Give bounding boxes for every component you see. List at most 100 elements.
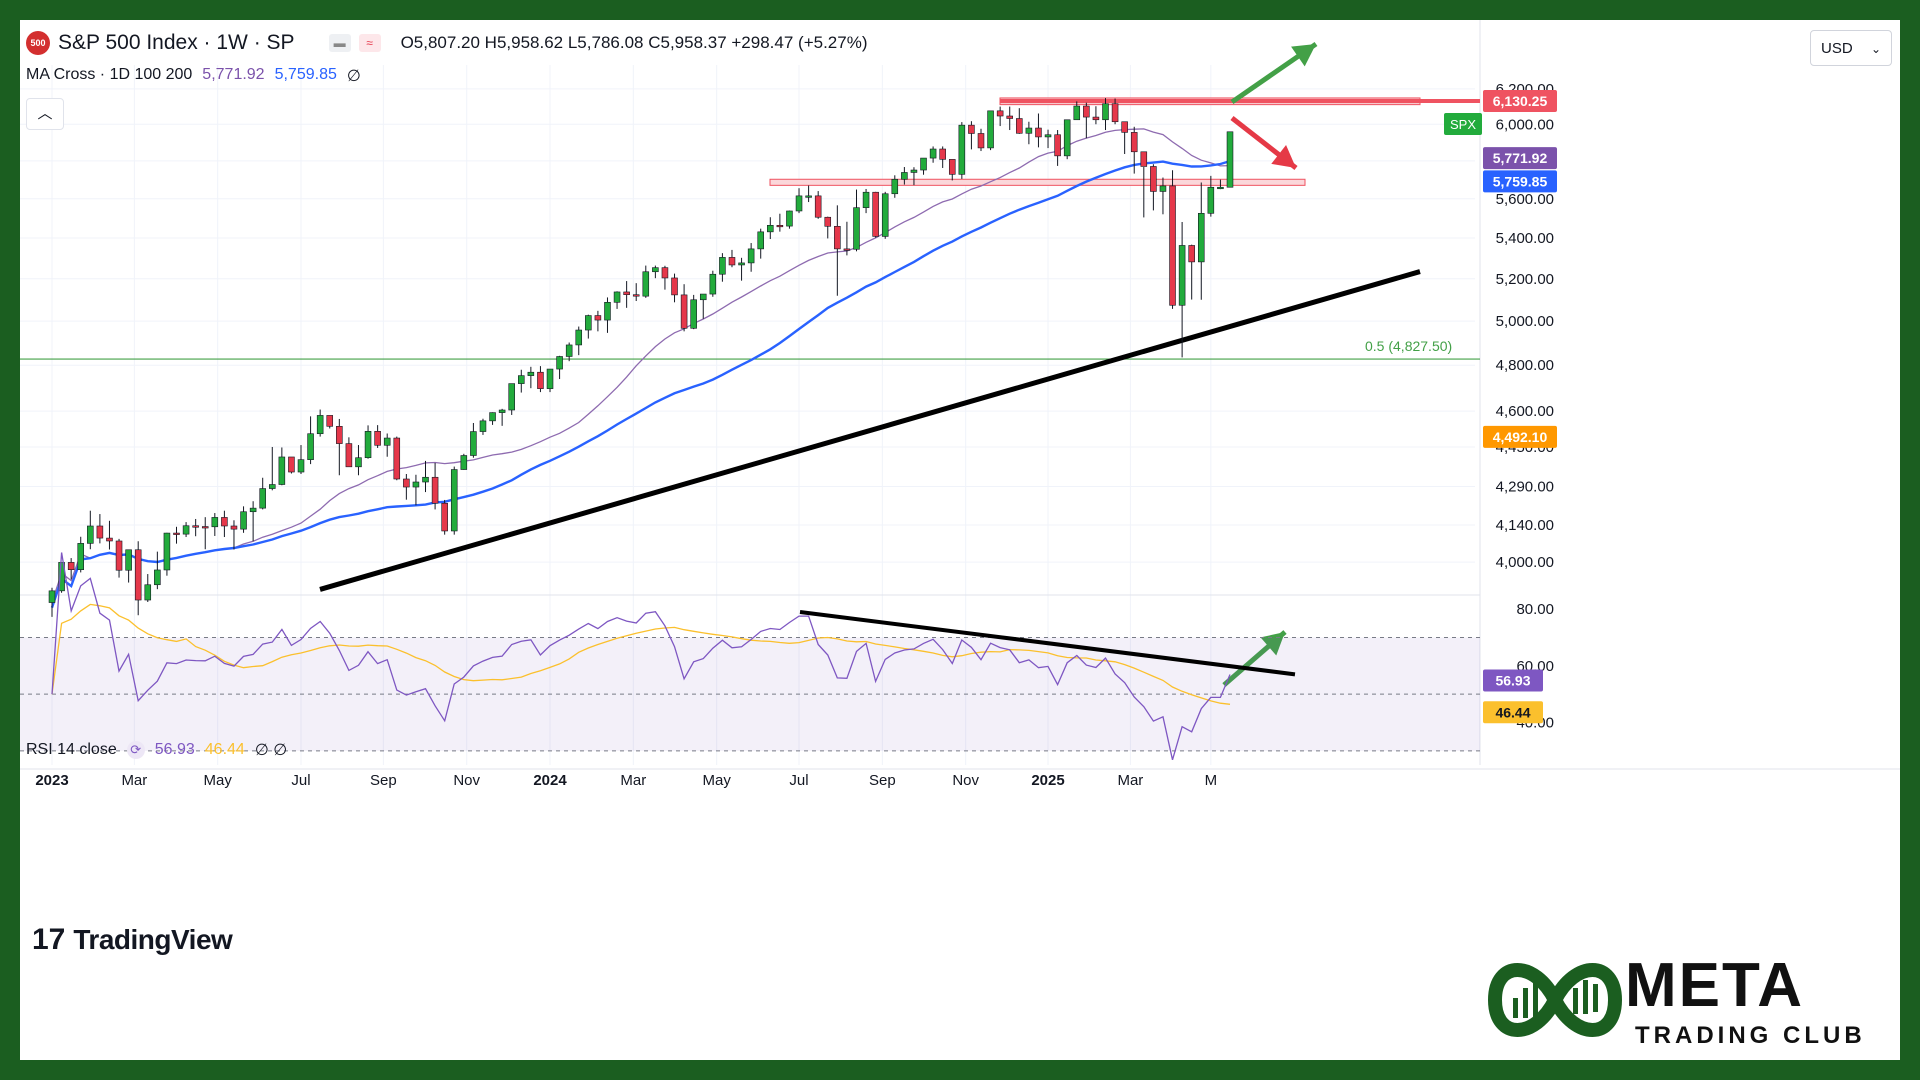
- candle: [814, 191, 822, 219]
- candle-body: [307, 433, 314, 460]
- candle-body: [154, 569, 161, 586]
- candle-body: [719, 257, 726, 275]
- bullish-arrow-head: [1291, 44, 1316, 67]
- price-chart[interactable]: 0.5 (4,827.50)6,200.006,000.005,800.005,…: [20, 20, 1900, 1060]
- candle: [211, 513, 219, 536]
- time-tick-label: 2025: [1031, 772, 1064, 789]
- time-tick-label: 2023: [35, 772, 68, 789]
- candle-body: [948, 159, 956, 175]
- ma-cross-label[interactable]: MA Cross · 1D 100 200: [26, 66, 193, 83]
- candle-body: [1111, 103, 1119, 123]
- candle: [585, 314, 592, 339]
- candle-body: [163, 532, 171, 571]
- candle: [1006, 106, 1013, 131]
- rsi-ma-value: 46.44: [204, 741, 245, 758]
- candle-body: [671, 277, 678, 296]
- candle: [144, 574, 152, 602]
- candle-body: [355, 457, 362, 468]
- candle-body: [336, 426, 343, 444]
- candle-body: [1130, 132, 1138, 153]
- candle: [987, 110, 994, 151]
- candle: [977, 128, 985, 152]
- candle-body: [661, 267, 669, 279]
- candle-body: [1226, 131, 1234, 188]
- price-badge: 4,492.10: [1483, 425, 1557, 448]
- candle-body: [201, 526, 209, 529]
- candle-body: [862, 191, 870, 208]
- candle-body: [422, 476, 429, 483]
- price-badge-bg: [1483, 170, 1557, 193]
- candle-body: [1025, 127, 1033, 134]
- rsi-badge-bg: [1483, 669, 1543, 692]
- candle: [345, 437, 353, 468]
- candle: [1178, 221, 1186, 358]
- candle: [1063, 119, 1071, 160]
- tradingview-watermark: 17 TradingView: [32, 920, 233, 960]
- currency-value: USD: [1821, 40, 1853, 57]
- candle: [738, 257, 745, 281]
- candle-body: [527, 371, 535, 376]
- candle-body: [585, 315, 592, 331]
- candle: [757, 228, 764, 259]
- chart-background: [20, 20, 1900, 1060]
- candle: [201, 517, 209, 550]
- candle: [767, 217, 774, 240]
- candle: [690, 294, 697, 330]
- candle: [249, 501, 257, 542]
- tradingview-logo-icon: 17: [32, 923, 66, 956]
- candle-body: [853, 207, 860, 250]
- candle-body: [144, 584, 152, 601]
- candle-body: [786, 210, 793, 227]
- candle: [1044, 129, 1052, 149]
- candle: [968, 121, 975, 150]
- legend-title-row: 500 S&P 500 Index · 1W · SP ▬ ≈ O5,807.2…: [26, 30, 867, 56]
- candle-body: [632, 294, 640, 297]
- candle: [450, 466, 458, 535]
- candle-body: [1121, 121, 1128, 133]
- candle-body: [872, 191, 879, 237]
- candle-body: [1063, 119, 1071, 157]
- symbol-title[interactable]: S&P 500 Index · 1W · SP: [58, 31, 295, 54]
- candle: [364, 425, 372, 459]
- meta-trading-club-logo: META TRADING CLUB: [1485, 940, 1900, 1060]
- candle-body: [393, 437, 401, 480]
- candle-body: [125, 549, 132, 571]
- candle-body: [259, 488, 266, 509]
- candle: [192, 518, 199, 537]
- candle: [834, 205, 841, 296]
- settings-wave-icon[interactable]: ≈: [358, 34, 381, 52]
- candle: [642, 265, 650, 298]
- candle: [508, 383, 515, 415]
- candle: [958, 122, 966, 179]
- currency-select[interactable]: USD ⌄: [1810, 30, 1892, 66]
- spx-tag: SPX: [1444, 113, 1482, 135]
- candle: [67, 558, 75, 580]
- candle: [134, 541, 142, 616]
- candle: [1169, 170, 1176, 309]
- candle-body: [345, 443, 353, 468]
- candle: [1217, 179, 1224, 190]
- chart-frame: 0.5 (4,827.50)6,200.006,000.005,800.005,…: [20, 20, 1900, 1060]
- candle-body: [709, 273, 717, 295]
- candle: [853, 189, 860, 252]
- rsi-label[interactable]: RSI 14 close: [26, 741, 117, 758]
- candle: [546, 368, 554, 393]
- bearish-arrow-head: [1271, 144, 1296, 168]
- collapse-legend-button[interactable]: ︿: [26, 98, 64, 130]
- candle: [422, 460, 429, 493]
- candle-body: [470, 431, 477, 456]
- candle: [996, 106, 1004, 127]
- candle: [671, 273, 678, 303]
- candle: [498, 408, 506, 426]
- candle-body: [1073, 105, 1081, 121]
- candle-body: [652, 267, 659, 273]
- candle: [115, 538, 123, 578]
- candle-body: [77, 543, 85, 570]
- candle: [1073, 101, 1081, 121]
- candle-body: [1044, 134, 1052, 138]
- rsi-badge-bg: [1483, 701, 1543, 724]
- visibility-toggle-icon[interactable]: ▬: [328, 34, 351, 52]
- candle-body: [805, 195, 812, 198]
- candle-body: [1016, 118, 1023, 134]
- candle: [575, 326, 583, 356]
